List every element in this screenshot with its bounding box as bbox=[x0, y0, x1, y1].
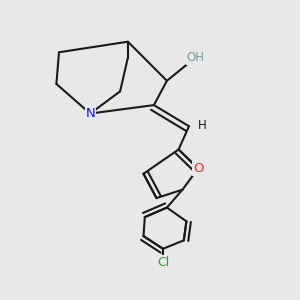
Text: H: H bbox=[198, 119, 206, 132]
Text: Cl: Cl bbox=[157, 256, 169, 269]
Text: N: N bbox=[85, 107, 95, 120]
Text: O: O bbox=[193, 162, 203, 175]
Text: OH: OH bbox=[187, 51, 205, 64]
